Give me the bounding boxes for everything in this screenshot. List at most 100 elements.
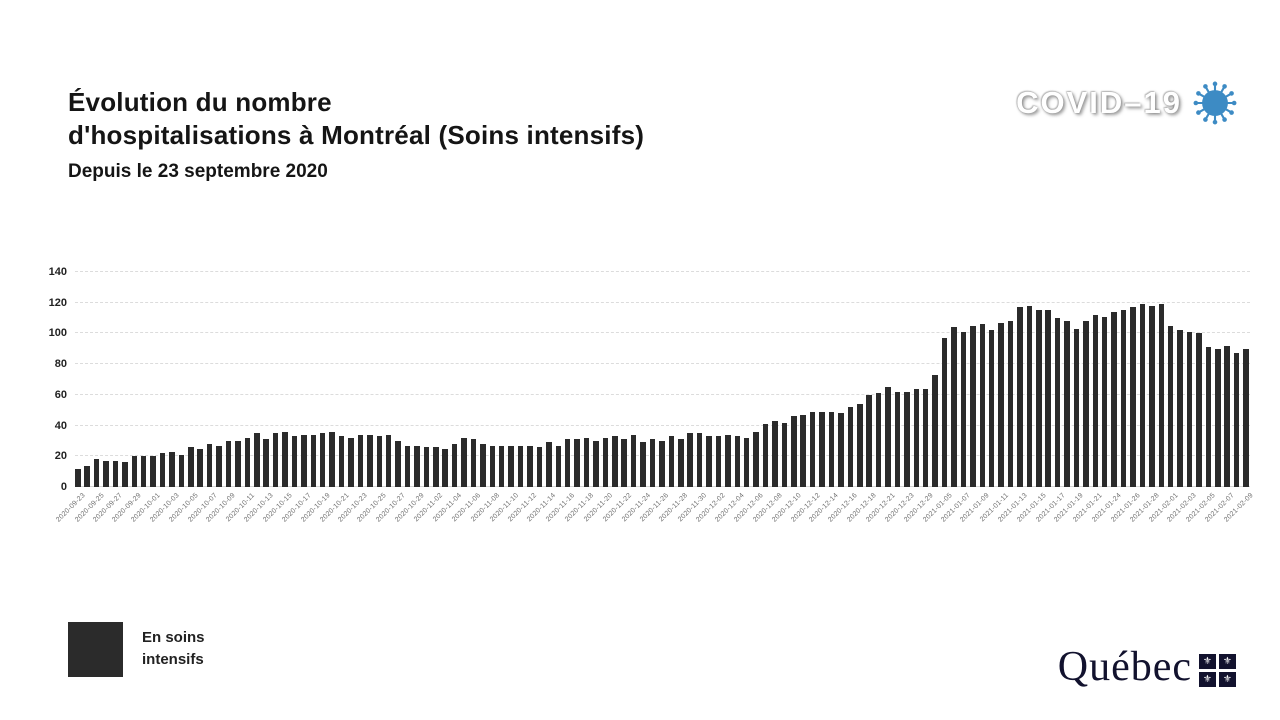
bar [1149, 305, 1155, 487]
bar-slot [254, 272, 260, 487]
bar [140, 456, 147, 487]
bar-slot: 2020-11-14 [526, 272, 558, 523]
bar [649, 439, 656, 487]
bar [583, 437, 590, 487]
bar [1130, 307, 1136, 487]
bar-slot: 2021-01-07 [940, 272, 972, 524]
bar [310, 434, 317, 487]
bar [1007, 321, 1014, 487]
bar-slot: 2020-12-16 [827, 272, 859, 524]
bar [640, 442, 646, 487]
bar-slot: 2020-12-12 [790, 272, 821, 524]
bar-slot: 2020-11-22 [602, 272, 633, 523]
bar [1177, 330, 1183, 487]
bar [875, 393, 882, 487]
bar [169, 451, 175, 487]
bar [913, 388, 920, 487]
gridline [75, 393, 1250, 395]
bar [93, 459, 100, 487]
bar-slot: 2020-11-30 [677, 272, 708, 523]
bar-slot [668, 272, 675, 487]
legend-swatch [68, 622, 123, 677]
y-axis-tick-label: 0 [60, 481, 67, 493]
bar [659, 440, 665, 487]
bar [979, 324, 985, 487]
bar [480, 444, 486, 487]
bar-slot [932, 272, 938, 487]
bar-slot [819, 272, 825, 487]
legend-label: En soins intensifs [142, 629, 205, 668]
bar-slot: 2020-09-23 [55, 272, 86, 524]
bar [725, 434, 731, 487]
bar-slot [385, 272, 392, 487]
bar-slot [423, 272, 430, 487]
bar [395, 440, 401, 487]
bar-slot [536, 272, 543, 487]
bar [1233, 353, 1240, 487]
bar-slot [291, 272, 298, 487]
bar [970, 325, 976, 487]
bar [338, 436, 345, 487]
bar-slot [951, 272, 957, 487]
bar-slot [103, 272, 109, 487]
bar [527, 445, 533, 487]
bar [433, 447, 439, 487]
bar [188, 447, 194, 487]
bar [1243, 348, 1249, 487]
bar [922, 388, 929, 487]
bar [932, 374, 938, 487]
bar [809, 411, 816, 487]
gridline [75, 271, 1250, 272]
bar [800, 414, 806, 487]
bar [838, 413, 844, 487]
bar [1064, 321, 1070, 487]
y-axis-tick-label: 60 [54, 388, 67, 401]
bar [498, 445, 505, 487]
bar [941, 338, 948, 487]
bar-slot: 2020-10-11 [225, 272, 256, 523]
bar [159, 453, 166, 487]
bar-slot: 2021-01-09 [959, 272, 991, 524]
bar-slot [593, 272, 599, 487]
bar-slot [1101, 272, 1108, 487]
bar-slot [235, 272, 241, 487]
bar [885, 387, 891, 487]
bar-slot [762, 272, 769, 487]
bar-slot: 2021-01-21 [1072, 272, 1104, 524]
bar-slot: 2020-10-15 [262, 272, 294, 524]
bar [197, 448, 203, 487]
bar [696, 433, 703, 487]
gridline [75, 301, 1250, 303]
bar-slot [461, 272, 467, 487]
bar [414, 445, 420, 487]
y-axis-tick-label: 100 [48, 327, 67, 340]
bar-slot: 2021-01-17 [1035, 272, 1066, 524]
bar [1196, 333, 1202, 487]
bar-slot [574, 272, 580, 487]
bar-slot: 2020-09-25 [74, 272, 105, 524]
bar-slot [122, 272, 128, 487]
bar [178, 454, 185, 487]
bar-slot [687, 272, 693, 487]
bar [1045, 310, 1051, 487]
bar [762, 424, 769, 487]
bar-slot: 2021-02-03 [1167, 272, 1198, 524]
bar-slot [404, 272, 411, 487]
bar-slot [1196, 272, 1202, 487]
bar-slot: 2020-10-21 [319, 272, 350, 524]
bar [216, 445, 222, 487]
bar [819, 411, 825, 487]
bar-slot: 2020-12-23 [884, 272, 916, 524]
bar [461, 437, 467, 487]
bar [951, 327, 957, 487]
bar-slot: 2021-02-05 [1185, 272, 1217, 524]
bar-slot: 2020-11-18 [564, 272, 595, 523]
bar [423, 447, 430, 487]
bar-slot [1007, 272, 1014, 487]
bar-slot: 2020-10-25 [356, 272, 388, 524]
bar [734, 436, 741, 487]
bar-slot: 2021-01-28 [1129, 272, 1161, 524]
fleur-de-lis-icon: ⚜ [1219, 672, 1236, 688]
bar-slot: 2020-10-27 [375, 272, 407, 524]
bar [489, 445, 496, 487]
